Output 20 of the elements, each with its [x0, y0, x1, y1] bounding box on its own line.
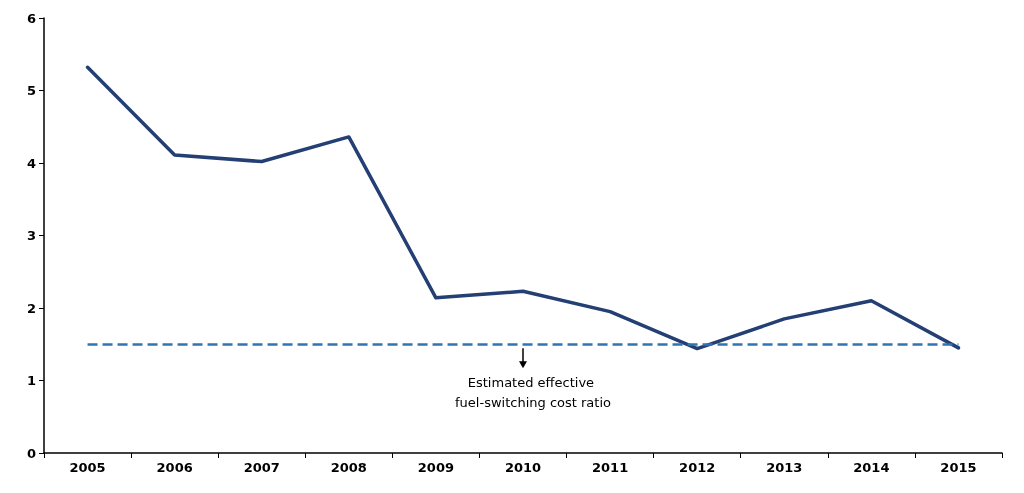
line-series	[85, 65, 961, 351]
x-tick-label: 2011	[592, 460, 629, 475]
x-tick-label: 2015	[940, 460, 977, 475]
y-tick-label: 6	[26, 10, 36, 26]
x-tick-label: 2012	[679, 460, 716, 475]
x-tick-label: 2007	[243, 460, 280, 475]
x-tick-label: 2010	[504, 460, 542, 475]
y-tick-label: 0	[26, 445, 36, 461]
y-tick-label: 4	[26, 155, 36, 171]
x-tick-label: 2009	[417, 460, 454, 475]
x-tick-label: 2013	[766, 460, 803, 475]
ref-line-label: Estimated effective fuel-switching cost ratio	[455, 374, 612, 410]
y-tick-label: 1	[26, 373, 36, 388]
x-tick-label: 2005	[69, 460, 106, 475]
x-tick-label: 2008	[330, 460, 367, 475]
x-tick-label: 2006	[156, 460, 193, 475]
x-tick-label: 2014	[853, 460, 890, 475]
y-tick-label: 3	[26, 228, 36, 243]
y-tick-label: 2	[26, 300, 36, 316]
y-tick-label: 5	[26, 83, 36, 98]
